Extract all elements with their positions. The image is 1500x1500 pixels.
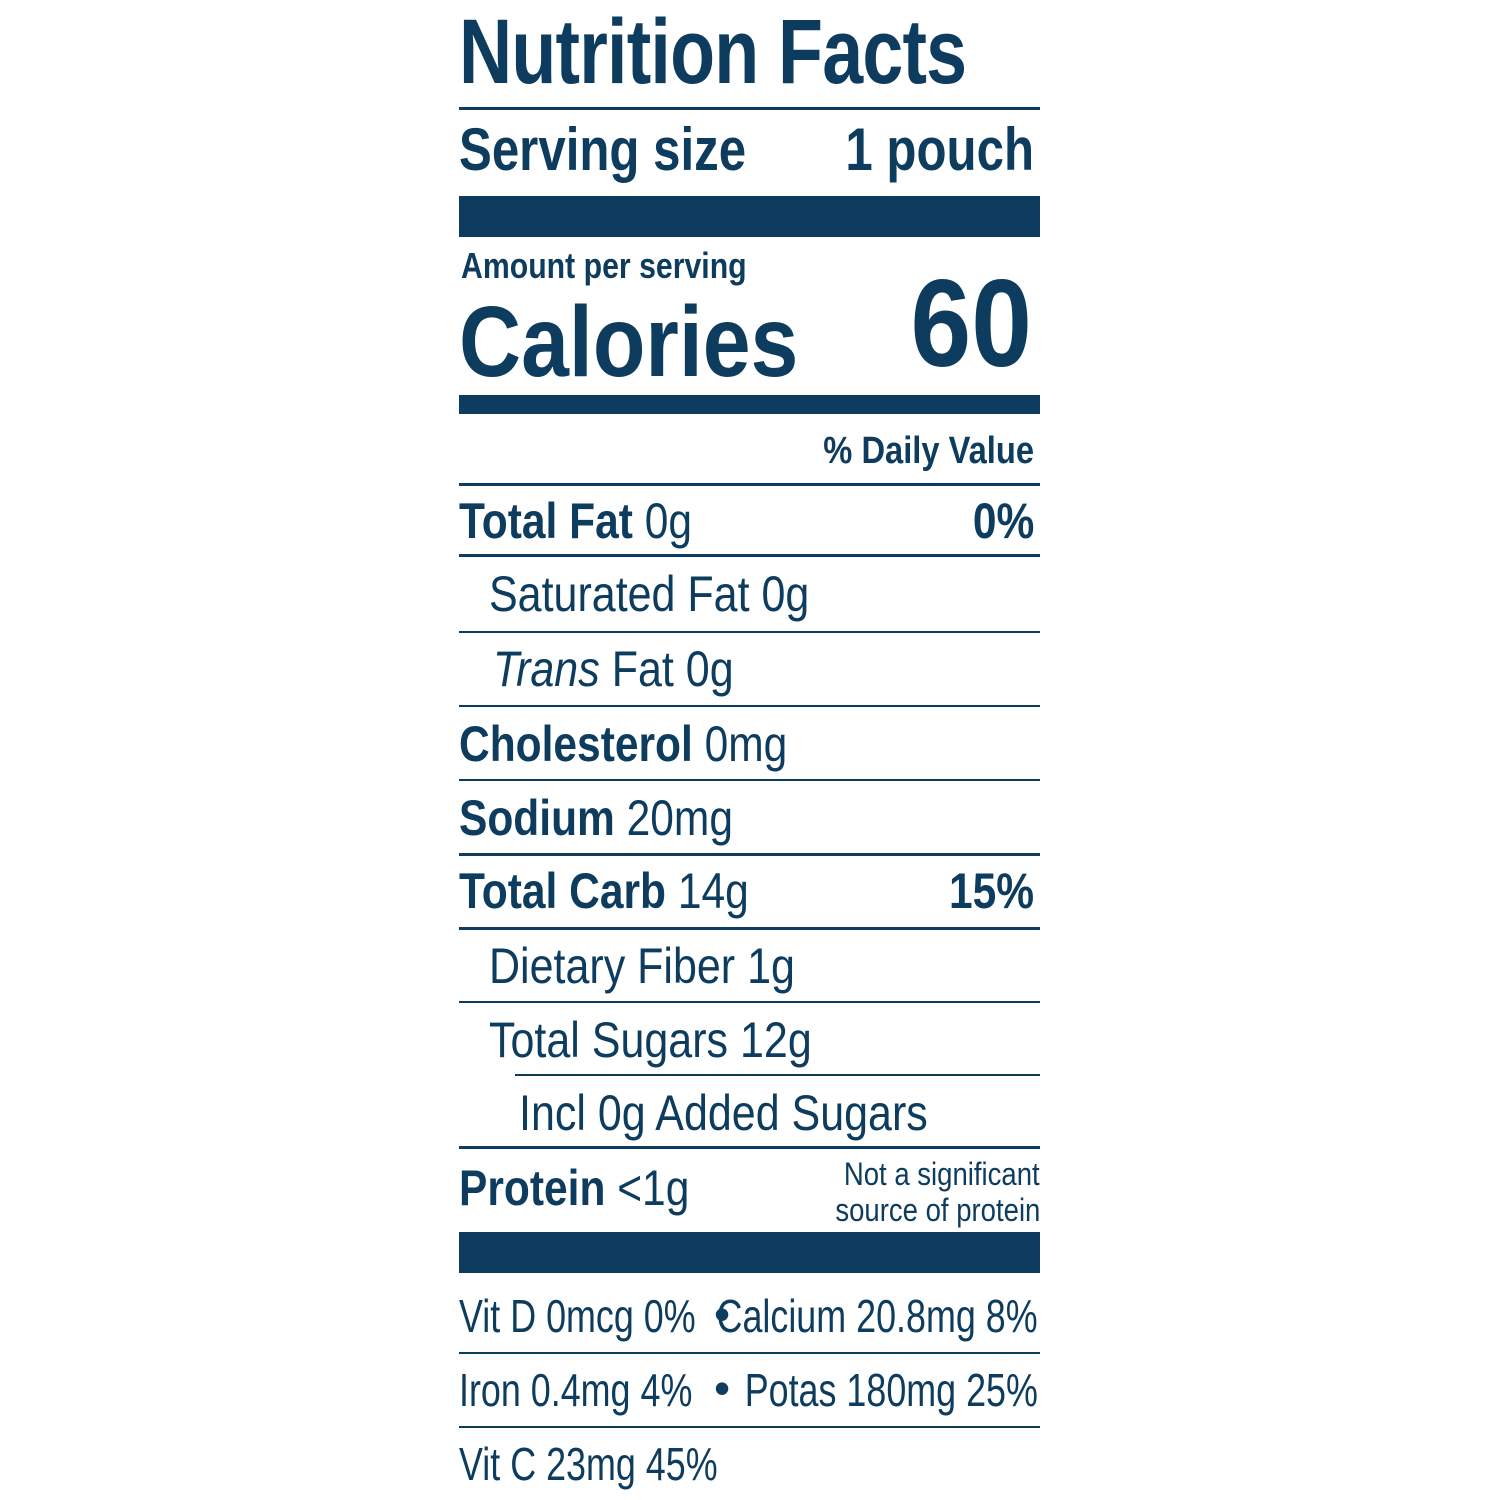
- divider-8: [459, 1001, 1040, 1003]
- saturated-fat-amount: 0g: [761, 566, 810, 622]
- amount-per-serving: Amount per serving: [461, 245, 747, 286]
- micro-row-1-bullet: •: [714, 1288, 731, 1340]
- micro-row-2-bullet: •: [714, 1362, 731, 1414]
- total-sugars-row: Total Sugars 12g: [489, 1015, 812, 1065]
- protein-row: Protein <1g: [459, 1163, 689, 1213]
- micro-row-2-left: Iron 0.4mg 4%: [459, 1364, 693, 1416]
- total-fat-name: Total Fat: [459, 493, 633, 549]
- divider-9: [515, 1074, 1040, 1076]
- protein-note-line-2: source of protein: [835, 1192, 1040, 1228]
- micro-row-2-right: Potas 180mg 25%: [744, 1364, 1038, 1416]
- divider-11: [459, 1352, 1040, 1354]
- divider-7: [459, 927, 1040, 930]
- added-sugars-row: Incl 0g Added Sugars: [519, 1085, 928, 1141]
- nutrition-facts-label: Nutrition Facts Serving size 1 pouch Amo…: [459, 0, 1040, 1500]
- sodium-amount: 20mg: [626, 790, 733, 846]
- divider-5: [459, 779, 1040, 781]
- protein-amount: <1g: [617, 1160, 690, 1216]
- micro-row-3-left: Vit C 23mg 45%: [459, 1438, 718, 1490]
- total-fat-dv: 0%: [972, 493, 1034, 549]
- saturated-fat-row: Saturated Fat 0g: [489, 569, 809, 619]
- trans-fat-amount: 0g: [685, 641, 734, 697]
- total-fat-amount: 0g: [644, 493, 693, 549]
- divider-6: [459, 853, 1040, 856]
- divider-12: [459, 1426, 1040, 1428]
- divider-3: [459, 631, 1040, 633]
- divider-10: [459, 1146, 1040, 1149]
- total-fat-row: Total Fat 0g: [459, 496, 692, 546]
- total-sugars-name: Total Sugars: [489, 1012, 729, 1068]
- divider-1: [459, 483, 1040, 486]
- sodium-row: Sodium 20mg: [459, 793, 733, 843]
- thick-bar-bottom: [459, 1232, 1040, 1273]
- protein-note-line-1: Not a significant: [844, 1156, 1040, 1192]
- label-title: Nutrition Facts: [459, 1, 967, 103]
- daily-value-header: % Daily Value: [823, 430, 1034, 472]
- total-carb-amount: 14g: [677, 863, 749, 919]
- trans-fat-italic: Trans: [493, 641, 600, 697]
- thick-bar-top: [459, 196, 1040, 237]
- total-carb-dv: 15%: [948, 863, 1034, 919]
- total-sugars-amount: 12g: [739, 1012, 812, 1068]
- dietary-fiber-row: Dietary Fiber 1g: [489, 941, 795, 991]
- serving-size-label: Serving size: [459, 116, 747, 183]
- calories-value: 60: [910, 255, 1032, 393]
- dietary-fiber-amount: 1g: [747, 938, 795, 994]
- sodium-name: Sodium: [459, 790, 615, 846]
- serving-size-value: 1 pouch: [845, 116, 1034, 183]
- dietary-fiber-name: Dietary Fiber: [489, 938, 736, 994]
- saturated-fat-name: Saturated Fat: [489, 566, 750, 622]
- cholesterol-name: Cholesterol: [459, 716, 693, 772]
- micro-row-1-right: Calcium 20.8mg 8%: [716, 1290, 1038, 1342]
- protein-name: Protein: [459, 1160, 606, 1216]
- title-divider: [459, 107, 1040, 110]
- cholesterol-row: Cholesterol 0mg: [459, 719, 787, 769]
- divider-4: [459, 705, 1040, 707]
- total-carb-name: Total Carb: [459, 863, 667, 919]
- calories-label: Calories: [459, 286, 799, 398]
- cholesterol-amount: 0mg: [704, 716, 788, 772]
- trans-fat-row: Trans Fat 0g: [493, 644, 734, 694]
- total-carb-row: Total Carb 14g: [459, 866, 749, 916]
- divider-2: [459, 554, 1040, 557]
- trans-fat-name: Fat: [611, 641, 674, 697]
- calories-bar: [459, 395, 1040, 414]
- micro-row-1-left: Vit D 0mcg 0%: [459, 1290, 696, 1342]
